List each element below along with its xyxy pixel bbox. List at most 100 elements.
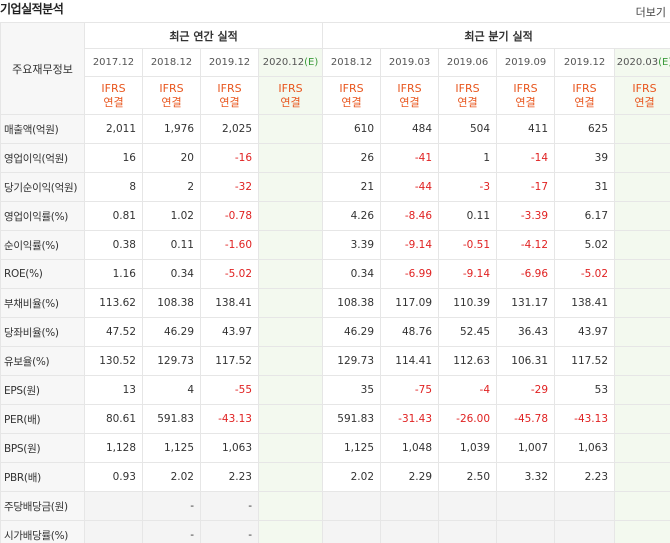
- period-header: 2019.03: [380, 48, 440, 77]
- cell-value: -43.13: [200, 404, 259, 434]
- consolidated: 연결: [161, 95, 182, 109]
- cell-value: 110.39: [438, 288, 498, 318]
- cell-value: -: [200, 520, 259, 543]
- row-label: 유보율(%): [0, 346, 85, 376]
- empty-cell: [257, 114, 324, 144]
- empty-cell: [614, 143, 670, 173]
- cell-value: 1.16: [84, 259, 143, 289]
- empty-cell: [614, 433, 670, 463]
- cell-value: 1: [438, 143, 498, 173]
- data-row: 시가배당률(%) - -: [0, 520, 670, 543]
- cell-value: 1,063: [200, 433, 259, 463]
- financial-table: 주요재무정보 최근 연간 실적 최근 분기 실적 2017.12 2018.12 2019…: [0, 22, 670, 543]
- cell-value: 39: [554, 143, 616, 173]
- ifrs: IFRS: [101, 81, 126, 95]
- cell-value: -26.00: [438, 404, 498, 434]
- empty-cell: [614, 230, 670, 260]
- empty-cell: [614, 346, 670, 376]
- standard-header: IFRS 연결: [614, 76, 670, 115]
- period-header: 2019.12: [200, 48, 259, 77]
- row-label: 영업이익률(%): [0, 201, 85, 231]
- empty-cell: [257, 462, 324, 492]
- empty-cell: [614, 404, 670, 434]
- cell-value: 0.11: [142, 230, 201, 260]
- row-label: 순이익률(%): [0, 230, 85, 260]
- cell-value: 53: [554, 375, 616, 405]
- cell-value: 591.83: [142, 404, 201, 434]
- cell-value: 131.17: [496, 288, 556, 318]
- ifrs: IFRS: [397, 81, 422, 95]
- cell-value: -75: [380, 375, 440, 405]
- data-row: 유보율(%) 130.52 129.73 117.52 129.73 114.41 112.…: [0, 346, 670, 376]
- empty-cell: [257, 433, 324, 463]
- more-link[interactable]: 더보기: [635, 6, 666, 19]
- cell-value: 130.52: [84, 346, 143, 376]
- empty-cell: [554, 491, 616, 521]
- cell-value: 6.17: [554, 201, 616, 231]
- cell-value: 52.45: [438, 317, 498, 347]
- empty-cell: [380, 520, 440, 543]
- cell-value: 0.11: [438, 201, 498, 231]
- data-row: ROE(%) 1.16 0.34 -5.02 0.34 -6.99 -9.14 -6.96 -5…: [0, 259, 670, 289]
- period-header: 2020.12(E): [257, 48, 324, 77]
- ifrs: IFRS: [339, 81, 364, 95]
- cell-value: -32: [200, 172, 259, 202]
- data-row: 매출액(억원) 2,011 1,976 2,025 610 484 504 411 625: [0, 114, 670, 144]
- cell-value: 411: [496, 114, 556, 144]
- empty-cell: [438, 520, 498, 543]
- ifrs: IFRS: [632, 81, 657, 95]
- cell-value: 8: [84, 172, 143, 202]
- empty-cell: [614, 462, 670, 492]
- cell-value: 0.93: [84, 462, 143, 492]
- empty-cell: [257, 143, 324, 173]
- cell-value: 484: [380, 114, 440, 144]
- cell-value: -5.02: [200, 259, 259, 289]
- cell-value: -: [200, 491, 259, 521]
- cell-value: 4.26: [322, 201, 382, 231]
- consolidated: 연결: [457, 95, 478, 109]
- cell-value: 138.41: [554, 288, 616, 318]
- period-header: 2018.12: [322, 48, 382, 77]
- period: 2020.03: [616, 57, 659, 68]
- empty-cell: [84, 491, 143, 521]
- empty-cell: [554, 520, 616, 543]
- cell-value: -4.12: [496, 230, 556, 260]
- cell-value: 1,125: [322, 433, 382, 463]
- standard-row: IFRS 연결 IFRS 연결 IFRS 연결 IFRS 연결 IFRS 연결 IFRS 연결 IFRS…: [1, 76, 670, 115]
- empty-cell: [257, 346, 324, 376]
- empty-cell: [257, 491, 324, 521]
- cell-value: -16: [200, 143, 259, 173]
- consolidated: 연결: [574, 95, 595, 109]
- period: 2020.12: [262, 57, 305, 68]
- cell-value: 112.63: [438, 346, 498, 376]
- group-header: 최근 분기 실적: [322, 22, 670, 49]
- empty-cell: [614, 288, 670, 318]
- cell-value: -: [142, 491, 201, 521]
- period: 2019.12: [208, 57, 251, 68]
- standard-header: IFRS 연결: [322, 76, 382, 115]
- standard-header: IFRS 연결: [438, 76, 498, 115]
- cell-value: 2.02: [322, 462, 382, 492]
- cell-value: 2,025: [200, 114, 259, 144]
- empty-cell: [257, 259, 324, 289]
- cell-value: 108.38: [322, 288, 382, 318]
- cell-value: -3: [438, 172, 498, 202]
- section-title: 기업실적분석: [0, 2, 64, 16]
- cell-value: -5.02: [554, 259, 616, 289]
- cell-value: 13: [84, 375, 143, 405]
- cell-value: 625: [554, 114, 616, 144]
- empty-cell: [257, 375, 324, 405]
- data-row: BPS(원) 1,128 1,125 1,063 1,125 1,048 1,039 1,00…: [0, 433, 670, 463]
- cell-value: 138.41: [200, 288, 259, 318]
- period: 2019.03: [388, 57, 431, 68]
- cell-value: 2,011: [84, 114, 143, 144]
- period-header: 2019.09: [496, 48, 556, 77]
- cell-value: 504: [438, 114, 498, 144]
- cell-value: 31: [554, 172, 616, 202]
- cell-value: 4: [142, 375, 201, 405]
- cell-value: 1,039: [438, 433, 498, 463]
- period-header: 2020.03(E): [614, 48, 670, 77]
- cell-value: 1.02: [142, 201, 201, 231]
